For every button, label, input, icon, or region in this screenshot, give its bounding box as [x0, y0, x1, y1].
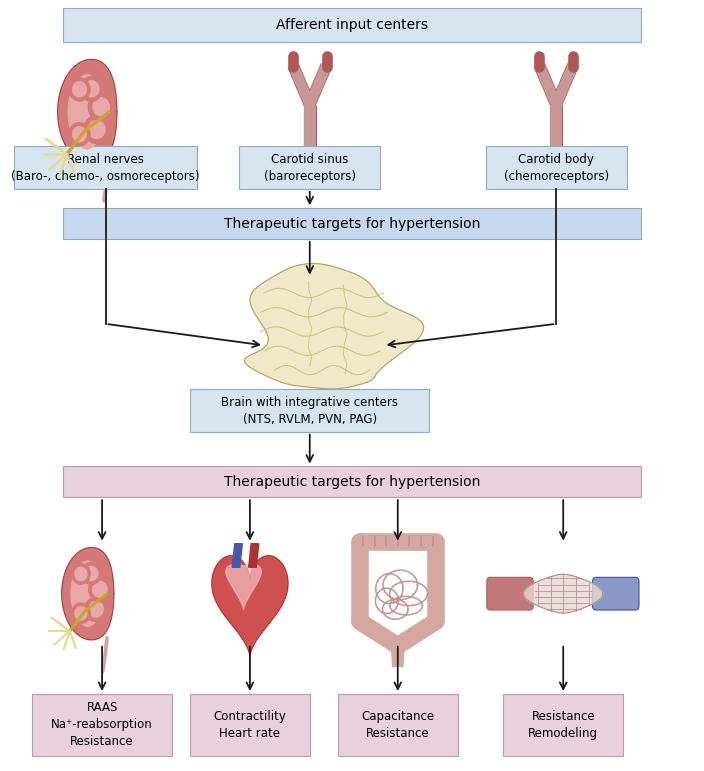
Polygon shape	[226, 564, 261, 610]
Polygon shape	[524, 574, 603, 613]
Circle shape	[93, 98, 109, 116]
Circle shape	[73, 126, 87, 142]
FancyBboxPatch shape	[190, 389, 429, 432]
Text: Afferent input centers: Afferent input centers	[276, 19, 428, 32]
Polygon shape	[249, 544, 259, 567]
Text: Resistance
Remodeling: Resistance Remodeling	[528, 710, 598, 739]
Text: Renal nerves
(Baro-, chemo-, osmoreceptors): Renal nerves (Baro-, chemo-, osmorecepto…	[11, 153, 200, 183]
Polygon shape	[391, 646, 404, 666]
Polygon shape	[244, 264, 424, 389]
Text: Capacitance
Resistance: Capacitance Resistance	[361, 710, 434, 739]
FancyBboxPatch shape	[239, 146, 380, 189]
FancyBboxPatch shape	[593, 577, 639, 610]
Circle shape	[82, 563, 101, 584]
FancyBboxPatch shape	[32, 694, 172, 756]
Circle shape	[72, 603, 90, 624]
FancyBboxPatch shape	[63, 208, 641, 239]
Text: Carotid sinus
(baroreceptors): Carotid sinus (baroreceptors)	[264, 153, 356, 183]
FancyBboxPatch shape	[487, 577, 533, 610]
Circle shape	[72, 564, 90, 584]
Circle shape	[69, 123, 90, 146]
Circle shape	[85, 597, 107, 621]
Text: Therapeutic targets for hypertension: Therapeutic targets for hypertension	[224, 475, 480, 489]
Circle shape	[89, 577, 111, 601]
Polygon shape	[71, 561, 104, 626]
Circle shape	[89, 120, 105, 139]
Circle shape	[84, 81, 99, 97]
Circle shape	[75, 567, 87, 581]
FancyBboxPatch shape	[63, 466, 641, 497]
Circle shape	[89, 93, 114, 121]
Circle shape	[69, 78, 90, 101]
Polygon shape	[311, 393, 337, 419]
Circle shape	[93, 581, 107, 598]
Circle shape	[89, 601, 103, 617]
Text: Carotid body
(chemoreceptors): Carotid body (chemoreceptors)	[503, 153, 609, 183]
FancyBboxPatch shape	[503, 694, 623, 756]
FancyBboxPatch shape	[63, 8, 641, 42]
Polygon shape	[232, 544, 242, 567]
Polygon shape	[58, 59, 117, 164]
Text: Brain with integrative centers
(NTS, RVLM, PVN, PAG): Brain with integrative centers (NTS, RVL…	[221, 396, 398, 426]
Circle shape	[80, 76, 103, 101]
FancyBboxPatch shape	[486, 146, 627, 189]
FancyBboxPatch shape	[190, 694, 310, 756]
Text: Contractility
Heart rate: Contractility Heart rate	[213, 710, 287, 739]
Circle shape	[85, 567, 98, 581]
Polygon shape	[212, 556, 288, 656]
Polygon shape	[62, 547, 114, 640]
FancyBboxPatch shape	[14, 146, 197, 189]
Circle shape	[84, 116, 109, 143]
Polygon shape	[68, 75, 106, 149]
Circle shape	[75, 607, 87, 620]
Text: RAAS
Na⁺-reabsorption
Resistance: RAAS Na⁺-reabsorption Resistance	[51, 702, 153, 748]
Circle shape	[73, 82, 87, 97]
Text: Therapeutic targets for hypertension: Therapeutic targets for hypertension	[224, 217, 480, 231]
FancyBboxPatch shape	[338, 694, 458, 756]
